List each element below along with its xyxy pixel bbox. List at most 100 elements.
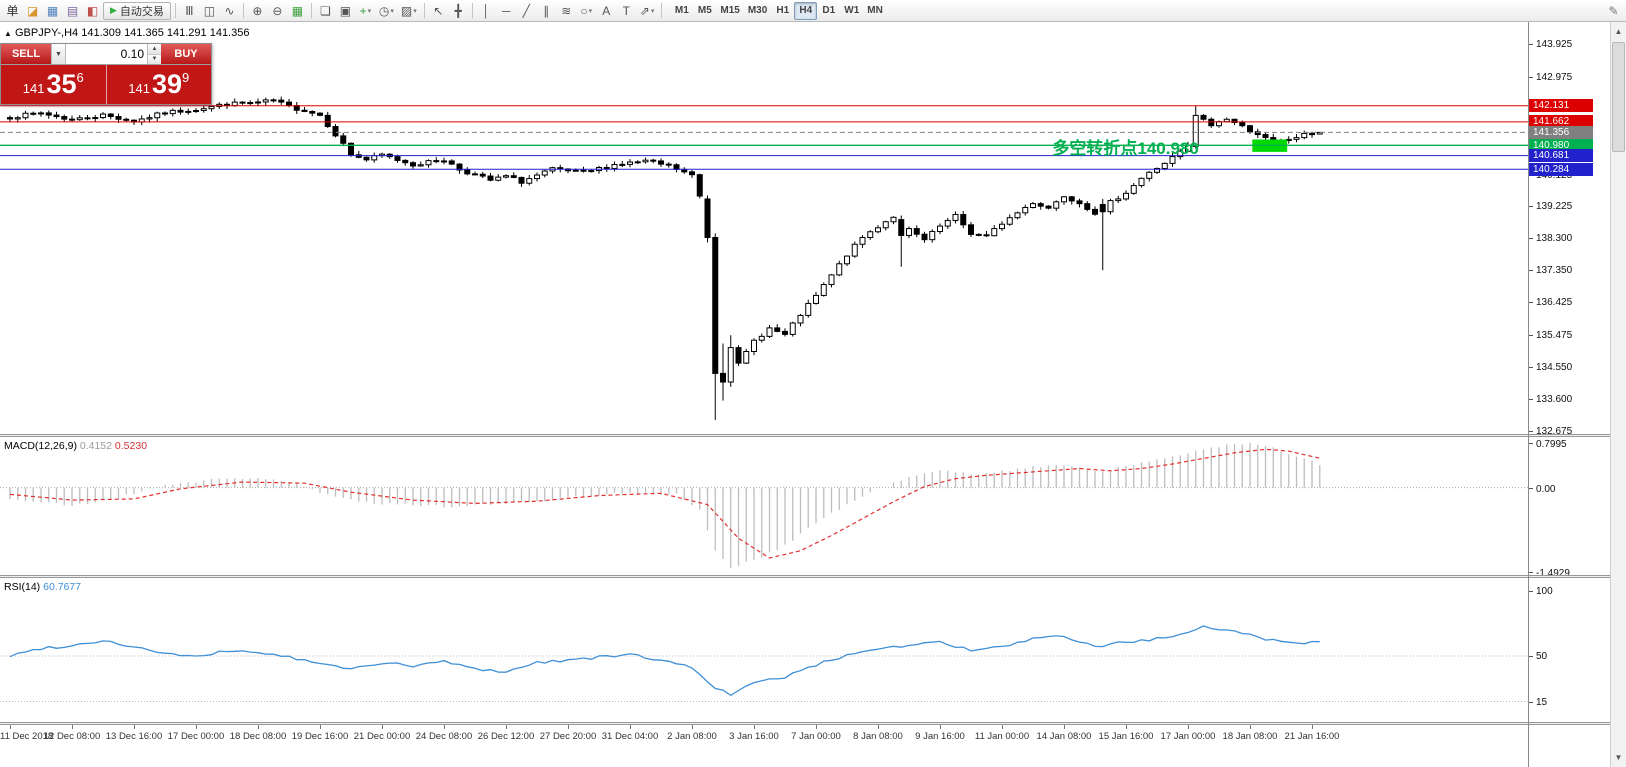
scroll-down-icon[interactable]: ▼ <box>1614 753 1623 762</box>
bar-chart-icon[interactable]: Ⅲ <box>185 3 194 18</box>
horizontal-line-icon[interactable]: ─ <box>502 3 511 18</box>
timeframe-w1[interactable]: W1 <box>844 5 860 16</box>
timeframe-m5[interactable]: M5 <box>697 5 712 16</box>
price-axis-label: 138.300 <box>1536 232 1573 244</box>
timeframe-m15[interactable]: M15 <box>720 5 740 16</box>
main-chart-canvas[interactable] <box>0 22 1528 434</box>
time-label: 3 Jan 16:00 <box>729 731 779 742</box>
price-axis-label: 135.475 <box>1536 329 1573 341</box>
scroll-up-icon[interactable]: ▲ <box>1614 27 1623 36</box>
arrows-icon[interactable]: ⇗ ▾ <box>639 3 655 18</box>
rsi-value: 60.7677 <box>43 581 82 593</box>
new-order-icon[interactable]: ◪ <box>26 3 39 18</box>
crosshair-icon[interactable]: ╋ <box>454 3 462 18</box>
trendline-icon[interactable]: ╱ <box>522 3 530 18</box>
chart-window-icon[interactable]: ▦ <box>46 3 59 18</box>
price-axis-label: 134.550 <box>1536 361 1573 373</box>
panel-separator[interactable] <box>0 434 1528 437</box>
text-label-icon[interactable]: T <box>622 3 630 18</box>
timeframe-m1[interactable]: M1 <box>674 5 689 16</box>
time-tick <box>1188 725 1189 729</box>
rsi-canvas[interactable] <box>0 578 1528 722</box>
buy-price-button[interactable]: 141 39 9 <box>105 65 211 104</box>
indicators-icon[interactable]: + ▾ <box>359 3 372 18</box>
fibonacci-icon[interactable]: ≋ <box>561 3 572 18</box>
pivot-annotation-text: 多空转折点140.980 <box>1052 138 1199 158</box>
axis-tick <box>1529 701 1533 703</box>
sell-price-button[interactable]: 141 35 6 <box>1 65 106 104</box>
axis-tick <box>1529 487 1533 489</box>
volume-dropdown-button[interactable]: ▼ <box>51 44 66 64</box>
time-label: 14 Jan 08:00 <box>1036 731 1092 742</box>
panel-separator <box>1529 434 1610 437</box>
cascade-windows-icon[interactable]: ▣ <box>339 3 352 18</box>
time-tick <box>506 725 507 729</box>
zoom-in-icon[interactable]: ⊕ <box>252 3 263 18</box>
axis-tick <box>1529 591 1533 592</box>
order-ticket-icon[interactable]: 单 <box>6 4 19 18</box>
volume-input[interactable] <box>66 44 147 64</box>
price-axis-label: 142.975 <box>1536 71 1573 83</box>
zoom-out-icon[interactable]: ⊖ <box>272 3 283 18</box>
timeframe-m30[interactable]: M30 <box>747 5 768 16</box>
time-axis[interactable]: 11 Dec 2018 12 Dec 08:00 13 Dec 16:00 17 De… <box>0 725 1528 745</box>
tile-windows-icon[interactable]: ❏ <box>320 3 331 18</box>
time-label: 13 Dec 16:00 <box>105 731 163 742</box>
axis-tick <box>1529 656 1533 657</box>
panel-separator[interactable] <box>0 722 1528 725</box>
autotrading-label: 自动交易 <box>119 5 164 18</box>
volume-up-icon[interactable]: ▲ <box>148 44 161 55</box>
pencil-icon[interactable]: ✎ <box>1608 3 1619 18</box>
time-label: 2 Jan 08:00 <box>667 731 717 742</box>
axis-tick <box>1529 442 1533 444</box>
sell-button[interactable]: SELL <box>1 44 51 64</box>
one-click-expander-icon[interactable]: ▲ <box>4 29 12 38</box>
autotrading-button[interactable]: ▶ 自动交易 <box>103 1 171 20</box>
periods-icon[interactable]: ◷ ▾ <box>378 3 394 18</box>
shapes-icon[interactable]: ○ ▾ <box>580 3 593 18</box>
timeframe-h4[interactable]: H4 <box>794 1 818 20</box>
line-chart-icon[interactable]: ∿ <box>224 3 235 18</box>
time-tick <box>196 725 197 729</box>
candlestick-chart-icon[interactable]: ◫ <box>203 3 216 18</box>
time-tick <box>878 725 879 729</box>
time-label: 12 Dec 08:00 <box>43 731 101 742</box>
profiles-icon[interactable]: ▤ <box>66 3 79 18</box>
panel-separator[interactable] <box>0 575 1528 578</box>
time-tick <box>444 725 445 729</box>
chart-symbol-period: GBPJPY-,H4 <box>15 27 79 39</box>
volume-down-icon[interactable]: ▼ <box>148 54 161 64</box>
cursor-icon[interactable]: ↖ <box>433 3 444 18</box>
time-tick <box>1126 725 1127 729</box>
time-tick <box>568 725 569 729</box>
time-label: 17 Jan 00:00 <box>1160 731 1216 742</box>
scrollbar-thumb[interactable] <box>1612 42 1625 152</box>
timeframe-h1[interactable]: H1 <box>776 5 790 16</box>
time-label: 8 Jan 08:00 <box>853 731 903 742</box>
price-axis[interactable]: 143.925142.975142.025141.075140.125139.2… <box>1528 22 1610 767</box>
chevron-down-icon: ▾ <box>390 7 394 15</box>
workspace: ▲ GBPJPY-,H4 141.309 141.365 141.291 141… <box>0 22 1626 767</box>
macd-canvas[interactable] <box>0 437 1528 575</box>
text-icon[interactable]: A <box>602 3 611 18</box>
channel-icon[interactable]: ∥ <box>543 3 550 18</box>
timeframe-d1[interactable]: D1 <box>822 5 836 16</box>
buy-button[interactable]: BUY <box>161 44 211 64</box>
time-label: 11 Jan 00:00 <box>974 731 1030 742</box>
templates-icon[interactable]: ▨ ▾ <box>400 3 417 18</box>
vertical-line-icon[interactable]: │ <box>482 3 491 18</box>
axis-tick <box>1529 205 1533 207</box>
macd-panel: MACD(12,26,9) 0.4152 0.5230 <box>0 437 1528 575</box>
timeframe-mn[interactable]: MN <box>867 5 883 16</box>
time-label: 11 Dec 2018 <box>0 731 54 742</box>
chart-ohlc-values: 141.309 141.365 141.291 141.356 <box>81 27 250 39</box>
vertical-scrollbar[interactable]: ▲ ▼ <box>1610 22 1626 767</box>
time-tick <box>134 725 135 729</box>
market-watch-icon[interactable]: ◧ <box>86 3 99 18</box>
time-tick <box>1312 725 1313 729</box>
toolbar-separator <box>471 3 473 18</box>
grid-icon[interactable]: ▦ <box>291 3 304 18</box>
one-click-trading-panel: SELL ▼ ▲ ▼ BUY 141 35 6 <box>0 43 212 105</box>
price-axis-label: 143.925 <box>1536 39 1573 51</box>
macd-axis-label: -1.4929 <box>1536 567 1570 579</box>
